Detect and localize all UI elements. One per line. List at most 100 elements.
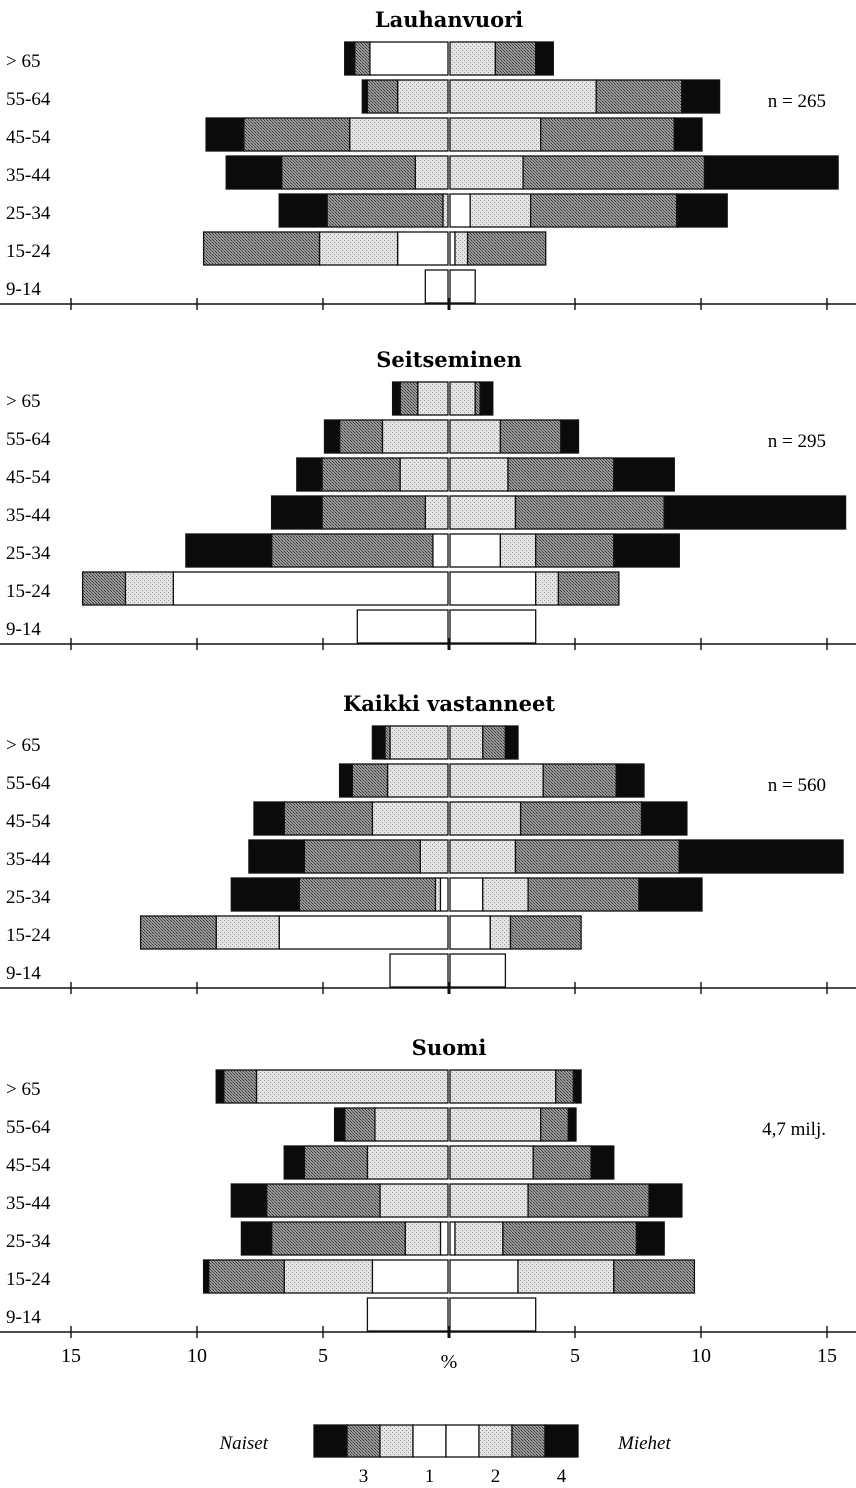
bar-men-4 bbox=[613, 533, 680, 568]
x-tick-label: 5 bbox=[318, 1345, 328, 1367]
bar-women-3 bbox=[366, 79, 399, 114]
bar-men-3 bbox=[595, 79, 683, 114]
bar-men-3 bbox=[519, 801, 643, 836]
bar-men-3 bbox=[502, 1221, 638, 1256]
bar-men-3 bbox=[540, 117, 675, 152]
bar-men-3 bbox=[507, 457, 615, 492]
bar-women-4 bbox=[344, 41, 356, 76]
bar-men-3 bbox=[482, 725, 507, 760]
bar-men-1 bbox=[449, 1221, 456, 1256]
age-group-label: > 65 bbox=[6, 51, 40, 72]
bar-men-3 bbox=[509, 915, 582, 950]
bar-women-1 bbox=[389, 953, 449, 988]
bar-men-4 bbox=[615, 763, 645, 798]
bar-women-3 bbox=[139, 915, 217, 950]
bar-women-1 bbox=[356, 609, 449, 644]
bar-men-2 bbox=[449, 155, 524, 190]
bar-women-1 bbox=[278, 915, 449, 950]
bar-women-3 bbox=[265, 1183, 381, 1218]
legend-right-label: Miehet bbox=[617, 1433, 671, 1454]
bar-men-2 bbox=[449, 117, 542, 152]
bar-men-2 bbox=[482, 877, 529, 912]
panel-title: Lauhanvuori bbox=[375, 7, 523, 32]
bar-men-2 bbox=[517, 1259, 615, 1294]
bar-women-1 bbox=[424, 269, 449, 304]
age-group-label: 35-44 bbox=[6, 1193, 51, 1214]
bar-men-4 bbox=[676, 193, 728, 228]
bar-women-2 bbox=[442, 193, 449, 228]
bar-men-1 bbox=[449, 231, 456, 266]
bar-men-3 bbox=[494, 41, 537, 76]
bar-women-1 bbox=[371, 1259, 449, 1294]
bar-women-3 bbox=[321, 457, 401, 492]
age-group-label: 45-54 bbox=[6, 467, 51, 488]
bar-women-3 bbox=[243, 117, 351, 152]
age-group-label: 25-34 bbox=[6, 543, 51, 564]
bar-women-2 bbox=[283, 1259, 374, 1294]
bar-women-3 bbox=[303, 839, 421, 874]
bar-men-4 bbox=[567, 1107, 577, 1142]
bar-men-3 bbox=[535, 533, 615, 568]
legend-swatch-2 bbox=[478, 1424, 513, 1458]
bar-women-2 bbox=[379, 1183, 449, 1218]
legend-code-label: 4 bbox=[557, 1466, 567, 1487]
bar-women-3 bbox=[298, 877, 437, 912]
bar-women-4 bbox=[296, 457, 323, 492]
bar-women-3 bbox=[351, 763, 389, 798]
bar-women-1 bbox=[366, 1297, 449, 1332]
bar-men-2 bbox=[449, 725, 484, 760]
bar-men-2 bbox=[535, 571, 560, 606]
bar-women-2 bbox=[417, 381, 449, 416]
age-group-label: 55-64 bbox=[6, 1117, 51, 1138]
bar-men-4 bbox=[648, 1183, 683, 1218]
bar-women-1 bbox=[439, 877, 449, 912]
bar-women-3 bbox=[270, 1221, 406, 1256]
bar-women-4 bbox=[253, 801, 285, 836]
bar-women-1 bbox=[369, 41, 449, 76]
age-group-label: 25-34 bbox=[6, 203, 51, 224]
age-group-label: 9-14 bbox=[6, 1307, 41, 1328]
bar-men-2 bbox=[449, 419, 502, 454]
x-tick-label: 15 bbox=[817, 1345, 837, 1367]
bar-women-2 bbox=[399, 457, 449, 492]
sample-size-label: n = 265 bbox=[768, 91, 826, 112]
panel-title: Kaikki vastanneet bbox=[343, 691, 555, 716]
age-group-label: 55-64 bbox=[6, 773, 51, 794]
age-group-label: 15-24 bbox=[6, 241, 51, 262]
bar-women-4 bbox=[225, 155, 283, 190]
bar-women-3 bbox=[384, 725, 391, 760]
bar-women-4 bbox=[215, 1069, 225, 1104]
bar-women-4 bbox=[361, 79, 368, 114]
bar-men-3 bbox=[532, 1145, 592, 1180]
bar-men-1 bbox=[449, 953, 507, 988]
bar-men-3 bbox=[522, 155, 706, 190]
bar-women-3 bbox=[207, 1259, 285, 1294]
panel-title: Suomi bbox=[412, 1035, 487, 1060]
bar-men-2 bbox=[449, 1069, 557, 1104]
bar-men-3 bbox=[527, 877, 640, 912]
legend-left-label: Naiset bbox=[218, 1433, 268, 1454]
age-group-label: 9-14 bbox=[6, 279, 41, 300]
x-tick-label: 10 bbox=[187, 1345, 207, 1367]
bar-men-3 bbox=[499, 419, 562, 454]
panel-2: Seitseminen n = 295 > 65 55-64 45-54 35-44 25-… bbox=[0, 347, 856, 650]
bar-women-1 bbox=[396, 231, 449, 266]
x-unit-label: % bbox=[441, 1351, 458, 1373]
bar-women-3 bbox=[303, 1145, 369, 1180]
bar-women-3 bbox=[81, 571, 127, 606]
bar-women-2 bbox=[124, 571, 174, 606]
bar-women-2 bbox=[349, 117, 449, 152]
bar-men-2 bbox=[449, 41, 497, 76]
bar-women-1 bbox=[432, 533, 449, 568]
bar-men-4 bbox=[535, 41, 554, 76]
bar-women-4 bbox=[270, 495, 323, 530]
age-group-label: 15-24 bbox=[6, 1269, 51, 1290]
legend-code-label: 3 bbox=[359, 1466, 369, 1487]
bar-men-2 bbox=[499, 533, 537, 568]
bar-men-4 bbox=[663, 495, 847, 530]
age-group-label: 55-64 bbox=[6, 89, 51, 110]
bar-women-3 bbox=[338, 419, 384, 454]
bar-men-1 bbox=[449, 269, 476, 304]
age-group-label: 35-44 bbox=[6, 505, 51, 526]
bar-women-2 bbox=[434, 877, 442, 912]
